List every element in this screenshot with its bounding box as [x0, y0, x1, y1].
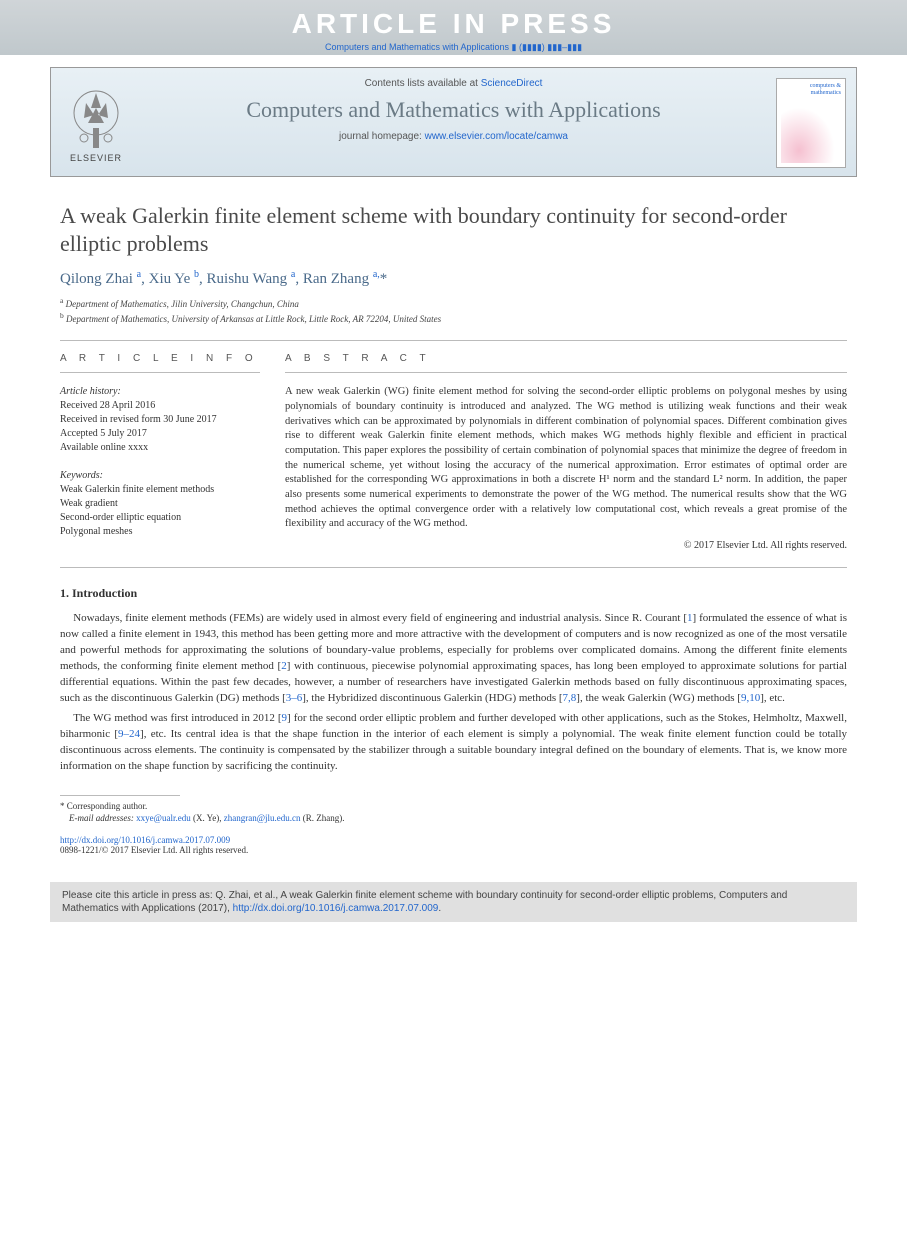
- cover-graphic: [781, 100, 841, 163]
- received-date: Received 28 April 2016: [60, 399, 260, 413]
- abstract-col: A B S T R A C T A new weak Galerkin (WG)…: [285, 353, 847, 553]
- revised-date: Received in revised form 30 June 2017: [60, 413, 260, 427]
- keywords-label: Keywords:: [60, 469, 260, 483]
- ref-link[interactable]: 7,8: [563, 692, 577, 704]
- email-link[interactable]: xxye@ualr.edu: [136, 813, 191, 823]
- article-info-col: A R T I C L E I N F O Article history: R…: [60, 353, 260, 553]
- email-label: E-mail addresses:: [69, 813, 134, 823]
- doi-link[interactable]: http://dx.doi.org/10.1016/j.camwa.2017.0…: [60, 835, 230, 845]
- ref-link[interactable]: 9,10: [741, 692, 760, 704]
- authors-line: Qilong Zhai a, Xiu Ye b, Ruishu Wang a, …: [60, 269, 847, 288]
- abstract-text: A new weak Galerkin (WG) finite element …: [285, 385, 847, 532]
- contents-lists-line: Contents lists available at ScienceDirec…: [141, 78, 766, 89]
- corresponding-author-note: * Corresponding author.: [60, 800, 847, 813]
- contents-prefix: Contents lists available at: [365, 78, 481, 89]
- keyword: Weak Galerkin finite element methods: [60, 483, 260, 497]
- affiliation-b: b Department of Mathematics, University …: [60, 311, 847, 326]
- info-abstract-row: A R T I C L E I N F O Article history: R…: [60, 353, 847, 553]
- banner-title: ARTICLE IN PRESS: [0, 8, 907, 40]
- doi-block: http://dx.doi.org/10.1016/j.camwa.2017.0…: [60, 835, 847, 855]
- journal-homepage-line: journal homepage: www.elsevier.com/locat…: [141, 131, 766, 142]
- intro-para-1: Nowadays, finite element methods (FEMs) …: [60, 611, 847, 707]
- article-history: Article history: Received 28 April 2016 …: [60, 385, 260, 455]
- email-link[interactable]: zhangran@jlu.edu.cn: [224, 813, 301, 823]
- online-date: Available online xxxx: [60, 441, 260, 455]
- divider: [60, 567, 847, 568]
- divider: [285, 372, 847, 373]
- journal-cover-thumbnail: computers & mathematics: [776, 78, 846, 168]
- affiliation-a: a Department of Mathematics, Jilin Unive…: [60, 296, 847, 311]
- keyword: Polygonal meshes: [60, 525, 260, 539]
- text: ], etc. Its central idea is that the sha…: [60, 728, 847, 772]
- abstract-copyright: © 2017 Elsevier Ltd. All rights reserved…: [285, 540, 847, 551]
- citation-text: .: [438, 903, 441, 914]
- footnote-separator: [60, 795, 180, 796]
- elsevier-logo: ELSEVIER: [61, 78, 131, 168]
- cover-title: computers & mathematics: [781, 83, 841, 96]
- text: ], etc.: [760, 692, 785, 704]
- affiliations: a Department of Mathematics, Jilin Unive…: [60, 296, 847, 325]
- divider: [60, 340, 847, 341]
- text: The WG method was first introduced in 20…: [73, 712, 281, 724]
- elsevier-tree-icon: [66, 83, 126, 153]
- doi-copyright: 0898-1221/© 2017 Elsevier Ltd. All right…: [60, 845, 847, 855]
- homepage-link[interactable]: www.elsevier.com/locate/camwa: [425, 131, 568, 142]
- citation-box: Please cite this article in press as: Q.…: [50, 882, 857, 922]
- text: (X. Ye),: [191, 813, 224, 823]
- text: ], the weak Galerkin (WG) methods [: [576, 692, 741, 704]
- email-line: E-mail addresses: xxye@ualr.edu (X. Ye),…: [60, 812, 847, 825]
- homepage-prefix: journal homepage:: [339, 131, 425, 142]
- affiliation-b-text: Department of Mathematics, University of…: [66, 314, 441, 324]
- intro-para-2: The WG method was first introduced in 20…: [60, 711, 847, 775]
- article-info-heading: A R T I C L E I N F O: [60, 353, 260, 364]
- affiliation-a-text: Department of Mathematics, Jilin Univers…: [66, 299, 299, 309]
- divider: [60, 372, 260, 373]
- accepted-date: Accepted 5 July 2017: [60, 427, 260, 441]
- keywords-block: Keywords: Weak Galerkin finite element m…: [60, 469, 260, 539]
- article-in-press-banner: ARTICLE IN PRESS Computers and Mathemati…: [0, 0, 907, 55]
- banner-journal-ref: Computers and Mathematics with Applicati…: [0, 42, 907, 53]
- ref-link[interactable]: 3–6: [286, 692, 303, 704]
- history-label: Article history:: [60, 385, 260, 399]
- article-title: A weak Galerkin finite element scheme wi…: [60, 202, 847, 257]
- journal-name: Computers and Mathematics with Applicati…: [141, 97, 766, 123]
- keyword: Second-order elliptic equation: [60, 511, 260, 525]
- text: Nowadays, finite element methods (FEMs) …: [73, 612, 687, 624]
- journal-header: ELSEVIER computers & mathematics Content…: [50, 67, 857, 177]
- sciencedirect-link[interactable]: ScienceDirect: [481, 78, 543, 89]
- keyword: Weak gradient: [60, 497, 260, 511]
- citation-doi-link[interactable]: http://dx.doi.org/10.1016/j.camwa.2017.0…: [233, 903, 439, 914]
- elsevier-label: ELSEVIER: [70, 153, 122, 163]
- footnotes: * Corresponding author. E-mail addresses…: [60, 800, 847, 825]
- abstract-heading: A B S T R A C T: [285, 353, 847, 364]
- intro-title: 1. Introduction: [60, 586, 847, 601]
- text: ], the Hybridized discontinuous Galerkin…: [302, 692, 562, 704]
- article-content: A weak Galerkin finite element scheme wi…: [0, 177, 907, 870]
- ref-link[interactable]: 9–24: [118, 728, 140, 740]
- text: (R. Zhang).: [300, 813, 344, 823]
